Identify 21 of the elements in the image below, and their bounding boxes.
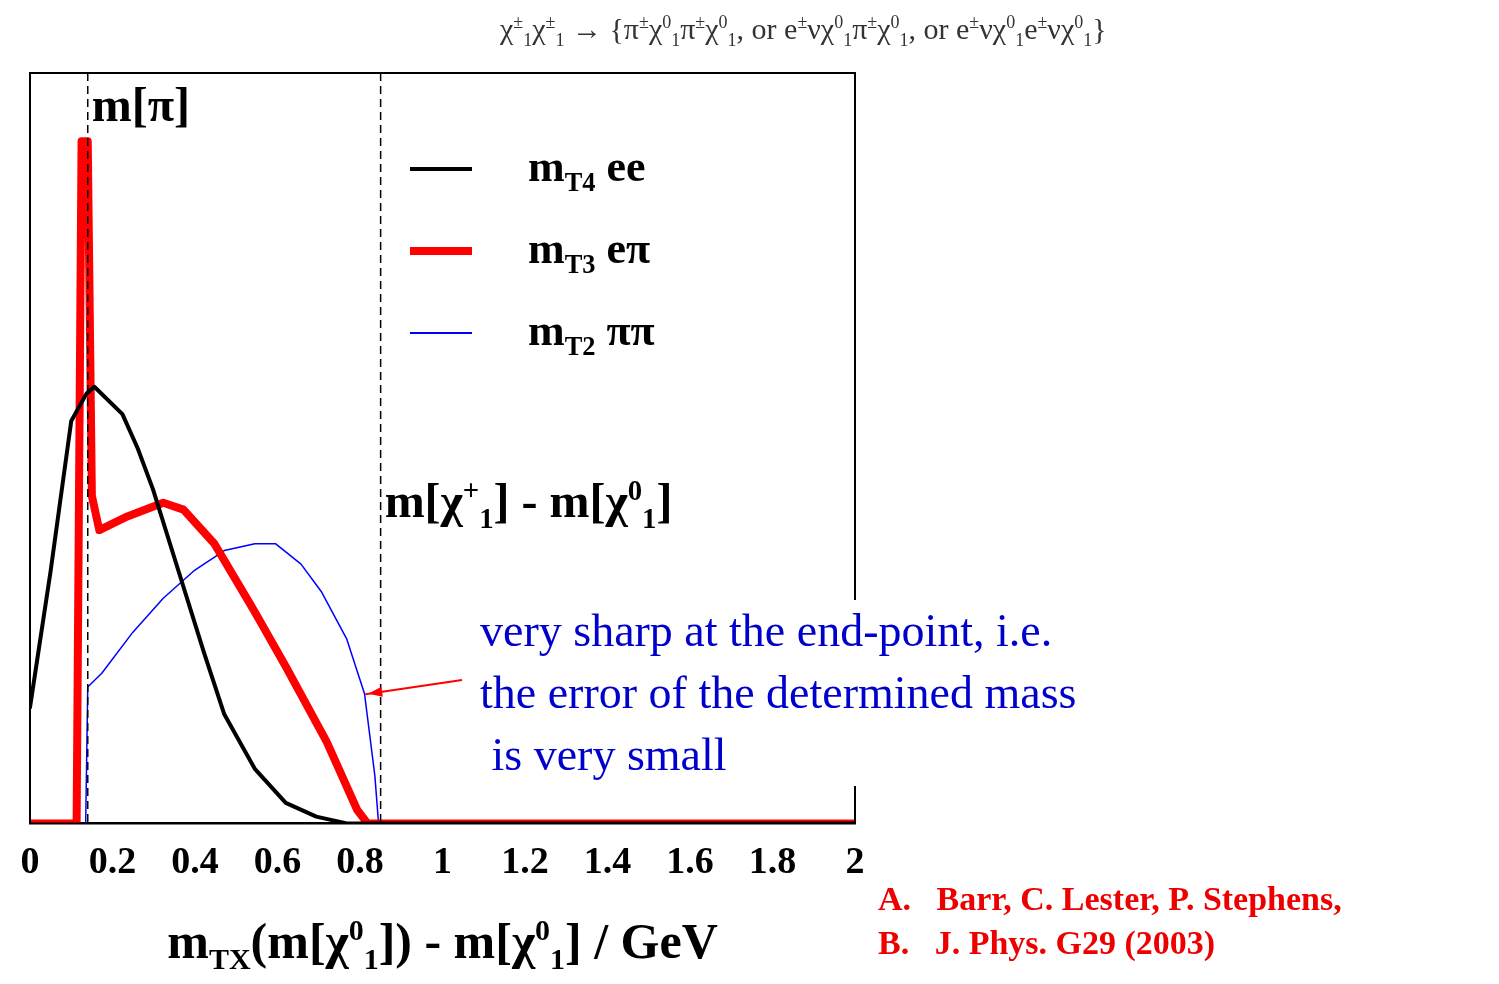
legend-label: m$_{T4}$ ee xyxy=(528,140,646,198)
legend-label: m$_{T2}$ ππ xyxy=(528,304,655,362)
text: m$_{TX}$(m[χ$^{0}$$_{1}$]) - m[χ$^{0}$$_{1}$] / GeV xyxy=(167,913,718,975)
x-tick-label: 0.4 xyxy=(171,839,219,882)
x-tick-label: 1.8 xyxy=(748,839,797,882)
x-tick-label: 1.6 xyxy=(666,839,714,882)
x-tick-label: 0.8 xyxy=(336,839,384,882)
annotation: very sharp at the end-point, i.e. the error of the determined mass is very small xyxy=(480,600,1077,786)
x-tick-label: 1 xyxy=(433,839,452,882)
x-tick-label: 2 xyxy=(845,839,865,882)
x-tick-label: 0.6 xyxy=(253,839,302,882)
legend-label: m$_{T3}$ eπ xyxy=(528,222,651,280)
x-tick-label: 1.2 xyxy=(501,839,549,882)
text: B. J. Phys. G29 (2003) xyxy=(878,924,1216,962)
x-tick-label: 1.4 xyxy=(583,839,632,882)
ref-line-label: m[χ$^{+}$$_{1}$] - m[χ$^{0}$$_{1}$] xyxy=(384,473,673,535)
x-tick-label: 0.2 xyxy=(88,839,137,882)
x-tick-label: 0 xyxy=(20,839,40,882)
ref-line-label: m[π] xyxy=(91,77,190,132)
chart-title: χ$^{±}$$_{1}$χ$^{±}$$_{1}$ → {π$^{±}$χ$^{0}$$_{1}$π$^{±}$χ$^{0}$$_{1}$, or e$^{±}$νχ$^{0}$$_{1}$π$^{±}$χ$^{0}$$_{1}$, or e$^{±}$νχ$^{0}$$_{1}$e$^{±}$νχ$^{0}$$_{1}$} xyxy=(500,12,1107,50)
text: A. Barr, C. Lester, P. Stephens, xyxy=(878,880,1342,918)
